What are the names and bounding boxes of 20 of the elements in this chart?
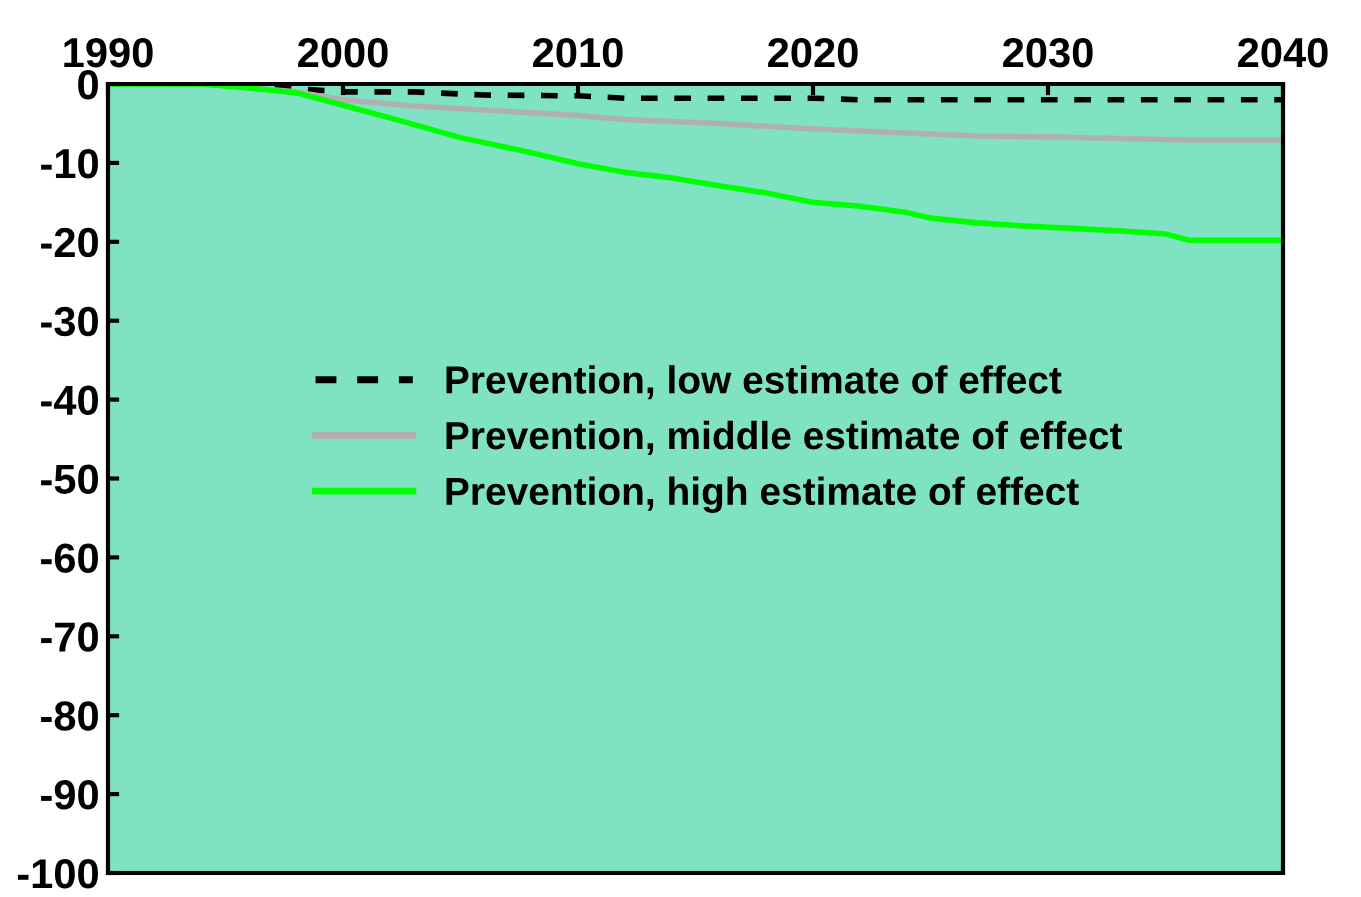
x-tick-label: 2040 (1238, 37, 1328, 68)
x-tick-label: 2010 (533, 37, 623, 68)
y-tick-label: -10 (41, 148, 98, 179)
x-tick-label: 2030 (1003, 37, 1093, 68)
y-tick-label: -70 (41, 622, 98, 652)
legend-label: Prevention, high estimate of effect (446, 476, 1079, 513)
y-tick-label: -100 (17, 859, 98, 889)
x-tick-label: 1990 (64, 37, 153, 68)
y-tick-label: -80 (41, 701, 98, 731)
y-tick-label: -90 (41, 780, 98, 810)
x-tick-label: 2020 (768, 37, 858, 68)
y-tick-label: -50 (41, 464, 98, 495)
x-tick-label: 2000 (298, 37, 388, 68)
legend-label: Prevention, low estimate of effect (446, 365, 1062, 400)
y-tick-label: -30 (41, 306, 98, 337)
y-tick-label: -20 (41, 227, 98, 258)
legend-label: Prevention, middle estimate of effect (446, 420, 1122, 456)
y-tick-label: -40 (41, 385, 98, 416)
y-tick-label: 0 (78, 70, 98, 100)
y-tick-label: -60 (41, 543, 98, 573)
